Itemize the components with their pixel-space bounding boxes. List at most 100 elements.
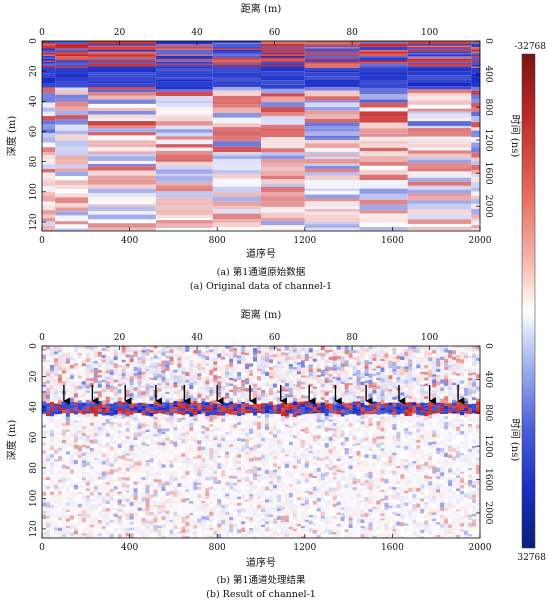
heatmap-cell [280,441,286,446]
heatmap-band [471,165,480,171]
heatmap-cell [241,453,246,457]
heatmap-cell [241,379,246,384]
heatmap-cell [312,411,318,414]
heatmap-cell [261,509,266,513]
heatmap-cell [165,491,170,496]
heatmap-cell [153,352,158,356]
heatmap-cell [81,435,87,440]
heatmap-band [212,130,261,136]
heatmap-cell [145,522,150,527]
heatmap-cell [69,505,75,508]
heatmap-band [407,57,472,59]
heatmap-cell [53,435,59,440]
heatmap-cell [177,514,182,519]
heatmap-cell [101,407,107,410]
heatmap-cell [288,535,294,538]
heatmap-cell [237,521,242,525]
heatmap-cell [153,535,158,538]
heatmap-cell [276,381,282,384]
heatmap-cell [197,507,202,511]
heatmap-cell [57,458,63,462]
heatmap-cell [237,355,242,359]
heatmap-cell [312,444,318,449]
heatmap-cell [173,413,178,418]
heatmap-cell [165,421,170,425]
heatmap-band [407,45,472,47]
heatmap-band [155,161,213,166]
heatmap-cell [97,434,103,437]
heatmap-cell [328,470,333,475]
heatmap-cell [225,360,230,364]
heatmap-cell [65,348,71,353]
heatmap-cell [85,530,91,533]
heatmap-cell [264,413,270,417]
heatmap-cell [125,408,130,413]
heatmap-cell [189,465,194,468]
heatmap-cell [121,474,126,478]
heatmap-cell [257,410,262,414]
heatmap-cell [272,472,278,477]
heatmap-cell [217,527,222,532]
heatmap-cell [193,389,198,392]
heatmap-cell [304,510,310,515]
heatmap-cell [296,398,302,403]
heatmap-cell [308,436,314,441]
heatmap-band [87,54,156,56]
heatmap-cell [121,502,126,505]
heatmap-cell [221,392,226,398]
heatmap-cell [308,486,314,489]
heatmap-cell [249,466,254,469]
heatmap-cell [149,442,154,445]
heatmap-cell [117,364,122,368]
heatmap-cell [209,476,214,481]
heatmap-cell [197,450,202,456]
heatmap-cell [125,477,130,481]
heatmap-cell [113,503,118,508]
heatmap-band [42,120,56,125]
heatmap-cell [280,371,286,375]
heatmap-cell [213,466,218,471]
heatmap-cell [117,413,122,417]
heatmap-cell [268,488,274,492]
heatmap-cell [304,418,310,421]
heatmap-cell [276,527,282,531]
heatmap-cell [73,373,79,377]
heatmap-band [87,41,156,43]
heatmap-cell [324,451,329,456]
heatmap-cell [209,373,214,376]
heatmap-cell [109,482,114,487]
heatmap-cell [245,459,250,464]
heatmap-cell [237,496,242,500]
heatmap-cell [264,356,270,359]
heatmap-cell [197,432,202,436]
heatmap-cell [181,398,186,402]
heatmap-cell [181,494,186,499]
heatmap-cell [65,518,71,522]
heatmap-cell [93,354,99,359]
heatmap-cell [312,370,318,375]
heatmap-cell [217,486,222,489]
heatmap-cell [109,530,114,534]
heatmap-cell [229,425,234,428]
heatmap-cell [308,372,314,377]
heatmap-band [471,45,480,47]
heatmap-cell [181,355,186,360]
heatmap-cell [300,492,306,497]
heatmap-cell [157,370,162,375]
heatmap-band [42,137,56,143]
heatmap-cell [177,433,182,436]
heatmap-cell [153,402,158,405]
heatmap-cell [133,348,138,352]
heatmap-cell [121,527,126,532]
heatmap-cell [272,534,278,538]
heatmap-cell [93,402,99,408]
heatmap-band [304,175,360,181]
heatmap-cell [189,359,194,364]
heatmap-cell [308,432,314,437]
heatmap-cell [101,489,107,493]
heatmap-cell [145,474,150,479]
heatmap-cell [181,346,186,349]
heatmap-cell [53,442,59,447]
heatmap-cell [292,491,298,497]
heatmap-cell [253,408,258,412]
